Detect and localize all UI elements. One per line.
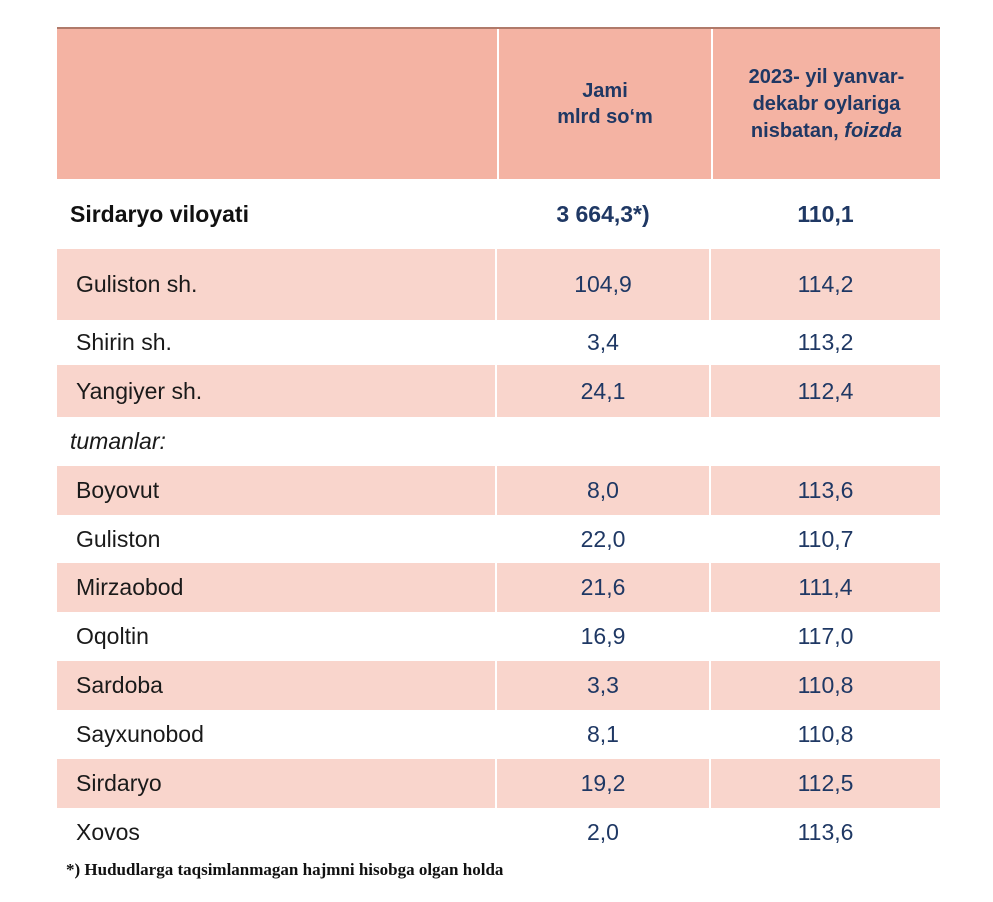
district-percent: 110,8	[797, 672, 854, 698]
table-top-rule	[57, 27, 940, 29]
table-row: Sardoba 3,3 110,8	[57, 661, 940, 710]
district-name: Xovos	[76, 818, 140, 845]
region-percent: 110,1	[797, 200, 854, 227]
district-total: 16,9	[580, 623, 626, 649]
city-name: Guliston sh.	[57, 249, 497, 320]
district-total: 8,1	[587, 721, 619, 747]
data-table: Jami mlrd so‘m 2023- yil yanvar- dekabr …	[57, 27, 940, 856]
district-name: Boyovut	[57, 466, 497, 515]
table-row: Guliston sh. 104,9 114,2	[57, 249, 940, 320]
city-percent: 114,2	[797, 271, 854, 297]
table-row: Boyovut 8,0 113,6	[57, 466, 940, 515]
district-name: Guliston	[76, 525, 161, 552]
district-total: 22,0	[580, 525, 626, 552]
header-total-line2: mlrd so‘m	[557, 106, 653, 128]
table-row: Sayxunobod 8,1 110,8	[57, 710, 940, 759]
district-name: Sardoba	[57, 661, 497, 710]
city-name: Yangiyer sh.	[57, 365, 497, 417]
district-name: Oqoltin	[76, 623, 149, 649]
district-percent: 111,4	[798, 574, 853, 600]
header-total-column: Jami mlrd so‘m	[499, 29, 713, 179]
header-percent-line3: nisbatan, foizda	[749, 118, 905, 145]
header-percent-unit: foizda	[844, 119, 903, 142]
district-name: Sayxunobod	[76, 721, 204, 747]
city-percent: 112,4	[797, 377, 854, 404]
header-percent-line3-text: nisbatan,	[750, 119, 839, 142]
table-row: Sirdaryo 19,2 112,5	[57, 759, 940, 808]
district-percent: 112,5	[797, 770, 854, 796]
district-percent: 113,6	[797, 818, 854, 845]
header-percent-column: 2023- yil yanvar- dekabr oylariga nisbat…	[713, 29, 940, 179]
footnote: *) Hududlarga taqsimlanmagan hajmni hiso…	[66, 860, 504, 879]
table-row: Xovos 2,0 113,6	[57, 808, 940, 856]
table-subheader-row: tumanlar:	[57, 417, 940, 466]
table-row: Oqoltin 16,9 117,0	[57, 612, 940, 661]
table-row: Yangiyer sh. 24,1 112,4	[57, 365, 940, 417]
district-percent: 113,6	[797, 477, 854, 503]
city-name: Shirin sh.	[76, 329, 172, 355]
districts-label: tumanlar:	[70, 428, 166, 454]
district-total: 8,0	[497, 466, 711, 515]
city-total: 3,4	[587, 329, 619, 355]
table-header: Jami mlrd so‘m 2023- yil yanvar- dekabr …	[57, 29, 940, 179]
header-percent-line2: dekabr oylariga	[752, 92, 901, 115]
city-percent: 113,2	[797, 329, 854, 355]
header-blank-cell	[57, 29, 499, 179]
table-row: Shirin sh. 3,4 113,2	[57, 320, 940, 365]
district-percent: 117,0	[797, 623, 854, 649]
district-name: Mirzaobod	[57, 563, 497, 612]
region-name: Sirdaryo viloyati	[70, 200, 249, 227]
district-total: 19,2	[497, 759, 711, 808]
city-total: 104,9	[497, 249, 711, 320]
district-total: 21,6	[497, 563, 711, 612]
district-total: 3,3	[497, 661, 711, 710]
district-name: Sirdaryo	[57, 759, 497, 808]
district-percent: 110,7	[797, 525, 854, 552]
header-total-line1: Jami	[582, 80, 628, 102]
table-row: Mirzaobod 21,6 111,4	[57, 563, 940, 612]
district-total: 2,0	[587, 818, 619, 845]
city-total: 24,1	[497, 365, 711, 417]
district-percent: 110,8	[797, 721, 854, 747]
table-row-total: Sirdaryo viloyati 3 664,3*) 110,1	[57, 179, 940, 249]
region-total: 3 664,3*)	[556, 200, 650, 227]
table-row: Guliston 22,0 110,7	[57, 515, 940, 563]
header-percent-line1: 2023- yil yanvar-	[748, 65, 905, 88]
